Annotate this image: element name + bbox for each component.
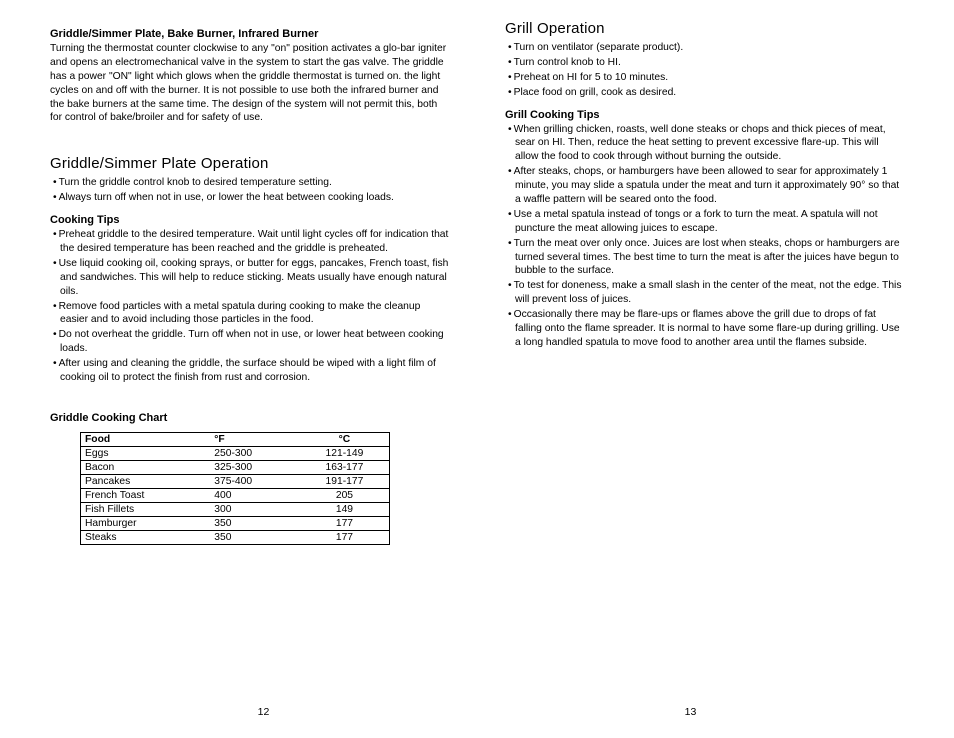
bullet-item: Turn the griddle control knob to desired… xyxy=(50,176,449,190)
page-number-row: 12 13 xyxy=(50,706,904,718)
griddle-cooking-chart: Food °F °C Eggs 250-300 121-149 Bacon 32… xyxy=(80,432,390,545)
bullet-item: After using and cleaning the griddle, th… xyxy=(50,357,449,385)
heading-griddle-operation: Griddle/Simmer Plate Operation xyxy=(50,155,449,172)
griddle-op-bullets: Turn the griddle control knob to desired… xyxy=(50,176,449,206)
page-spread: Griddle/Simmer Plate, Bake Burner, Infra… xyxy=(50,20,904,700)
table-row: Fish Fillets 300 149 xyxy=(81,502,390,516)
cell-food: Fish Fillets xyxy=(81,502,211,516)
cell-food: Bacon xyxy=(81,460,211,474)
bullet-item: To test for doneness, make a small slash… xyxy=(505,279,904,307)
cell-food: Hamburger xyxy=(81,516,211,530)
table-row: Bacon 325-300 163-177 xyxy=(81,460,390,474)
table-row: Eggs 250-300 121-149 xyxy=(81,446,390,460)
bullet-item: Occasionally there may be flare-ups or f… xyxy=(505,308,904,350)
cooking-tips-bullets: Preheat griddle to the desired temperatu… xyxy=(50,228,449,386)
table-row: French Toast 400 205 xyxy=(81,488,390,502)
bullet-item: Preheat griddle to the desired temperatu… xyxy=(50,228,449,256)
cell-f: 250-300 xyxy=(210,446,300,460)
bullet-item: Do not overheat the griddle. Turn off wh… xyxy=(50,328,449,356)
page-number-right: 13 xyxy=(477,706,904,718)
page-right: Grill Operation Turn on ventilator (sepa… xyxy=(505,20,904,700)
table-row: Pancakes 375-400 191-177 xyxy=(81,474,390,488)
grill-op-bullets: Turn on ventilator (separate product). T… xyxy=(505,41,904,101)
cell-c: 149 xyxy=(300,502,390,516)
cell-f: 350 xyxy=(210,530,300,544)
heading-cooking-tips: Cooking Tips xyxy=(50,214,449,226)
th-celsius: °C xyxy=(300,432,390,446)
bullet-item: Always turn off when not in use, or lowe… xyxy=(50,191,449,205)
cell-c: 121-149 xyxy=(300,446,390,460)
chart-table: Food °F °C Eggs 250-300 121-149 Bacon 32… xyxy=(80,432,390,545)
table-row: Steaks 350 177 xyxy=(81,530,390,544)
bullet-item: Place food on grill, cook as desired. xyxy=(505,86,904,100)
grill-tips-bullets: When grilling chicken, roasts, well done… xyxy=(505,123,904,351)
cell-c: 205 xyxy=(300,488,390,502)
page-left: Griddle/Simmer Plate, Bake Burner, Infra… xyxy=(50,20,449,700)
cell-c: 177 xyxy=(300,516,390,530)
cell-food: Pancakes xyxy=(81,474,211,488)
cell-f: 400 xyxy=(210,488,300,502)
bullet-item: When grilling chicken, roasts, well done… xyxy=(505,123,904,165)
para-griddle-burners: Turning the thermostat counter clockwise… xyxy=(50,42,449,125)
heading-griddle-chart: Griddle Cooking Chart xyxy=(50,412,449,424)
page-number-left: 12 xyxy=(50,706,477,718)
th-food: Food xyxy=(81,432,211,446)
cell-c: 191-177 xyxy=(300,474,390,488)
cell-f: 325-300 xyxy=(210,460,300,474)
cell-f: 350 xyxy=(210,516,300,530)
cell-food: Steaks xyxy=(81,530,211,544)
cell-food: French Toast xyxy=(81,488,211,502)
bullet-item: Use liquid cooking oil, cooking sprays, … xyxy=(50,257,449,299)
table-row: Hamburger 350 177 xyxy=(81,516,390,530)
bullet-item: Turn the meat over only once. Juices are… xyxy=(505,237,904,279)
cell-food: Eggs xyxy=(81,446,211,460)
bullet-item: Turn on ventilator (separate product). xyxy=(505,41,904,55)
th-fahrenheit: °F xyxy=(210,432,300,446)
heading-griddle-burners: Griddle/Simmer Plate, Bake Burner, Infra… xyxy=(50,28,449,40)
cell-c: 177 xyxy=(300,530,390,544)
cell-f: 375-400 xyxy=(210,474,300,488)
cell-c: 163-177 xyxy=(300,460,390,474)
bullet-item: Turn control knob to HI. xyxy=(505,56,904,70)
heading-grill-operation: Grill Operation xyxy=(505,20,904,37)
bullet-item: Preheat on HI for 5 to 10 minutes. xyxy=(505,71,904,85)
bullet-item: After steaks, chops, or hamburgers have … xyxy=(505,165,904,207)
heading-grill-tips: Grill Cooking Tips xyxy=(505,109,904,121)
bullet-item: Remove food particles with a metal spatu… xyxy=(50,300,449,328)
bullet-item: Use a metal spatula instead of tongs or … xyxy=(505,208,904,236)
cell-f: 300 xyxy=(210,502,300,516)
table-header-row: Food °F °C xyxy=(81,432,390,446)
